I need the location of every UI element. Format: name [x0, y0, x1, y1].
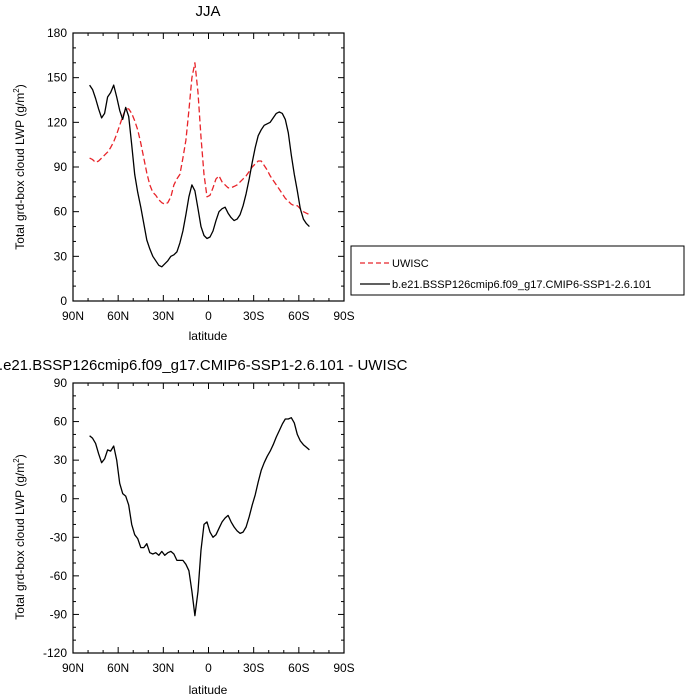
x-tick-labels: 90N 60N 30N 0 30S 60S 90S [62, 309, 355, 323]
y-tick-label: 150 [47, 71, 67, 85]
series-lines [89, 62, 310, 268]
x-tick-label: 90S [333, 661, 354, 675]
y-tick-labels: 0 30 60 90 120 150 180 [47, 26, 67, 308]
x-tick-label: 0 [205, 309, 212, 323]
y-tick-labels: -120 -90 -60 -30 0 30 60 90 [43, 376, 67, 660]
legend: UWISC b.e21.BSSP126cmip6.f09_g17.CMIP6-S… [350, 245, 685, 296]
y-tick-label: -90 [50, 607, 68, 621]
plot-frame [72, 32, 345, 302]
tick-marks [72, 382, 345, 654]
chart-title: JJA [195, 3, 220, 20]
y-tick-label: 30 [54, 453, 68, 467]
y-tick-label: 60 [54, 205, 68, 219]
x-tick-label: 30N [152, 309, 174, 323]
jja-panel: JJA 90N 60N 30N 0 30S 60S 90S 0 30 60 90 120 150 180… [12, 3, 685, 343]
series-line-b [89, 84, 310, 268]
x-tick-label: 60S [288, 661, 309, 675]
y-tick-label: -60 [50, 569, 68, 583]
series-line-difference [89, 417, 310, 617]
y-tick-label: 0 [60, 294, 67, 308]
chart-title: b.e21.BSSP126cmip6.f09_g17.CMIP6-SSP1-2.… [0, 357, 408, 374]
x-axis-label: latitude [189, 683, 228, 697]
x-tick-label: 90S [333, 309, 354, 323]
plot-area [72, 32, 345, 302]
y-tick-label: -120 [43, 646, 67, 660]
x-tick-label: 90N [62, 661, 84, 675]
series-lines [89, 417, 310, 617]
plot-frame [72, 382, 345, 654]
difference-panel: b.e21.BSSP126cmip6.f09_g17.CMIP6-SSP1-2.… [0, 357, 408, 697]
y-tick-label: 90 [54, 376, 68, 390]
y-tick-label: 120 [47, 115, 67, 129]
legend-entry-uwisc: UWISC [392, 258, 429, 270]
x-tick-label: 0 [205, 661, 212, 675]
x-tick-label: 60N [107, 661, 129, 675]
legend-box [350, 245, 685, 296]
y-tick-label: 180 [47, 26, 67, 40]
x-tick-label: 60S [288, 309, 309, 323]
x-tick-label: 60N [107, 309, 129, 323]
x-axis-label: latitude [189, 329, 228, 343]
y-tick-label: 30 [54, 249, 68, 263]
x-tick-labels: 90N 60N 30N 0 30S 60S 90S [62, 661, 355, 675]
y-axis-label: Total grd-box cloud LWP (g/m2) [12, 454, 27, 619]
series-line-uwisc [89, 62, 310, 216]
y-tick-label: 0 [60, 492, 67, 506]
plot-area [72, 382, 345, 654]
x-tick-label: 30S [243, 309, 264, 323]
tick-marks [72, 32, 345, 302]
y-axis-label: Total grd-box cloud LWP (g/m2) [12, 84, 27, 249]
y-tick-label: 90 [54, 160, 68, 174]
legend-entry-model: b.e21.BSSP126cmip6.f09_g17.CMIP6-SSP1-2.… [392, 279, 651, 291]
y-tick-label: 60 [54, 415, 68, 429]
x-tick-label: 30N [152, 661, 174, 675]
y-tick-label: -30 [50, 530, 68, 544]
x-tick-label: 90N [62, 309, 84, 323]
x-tick-label: 30S [243, 661, 264, 675]
